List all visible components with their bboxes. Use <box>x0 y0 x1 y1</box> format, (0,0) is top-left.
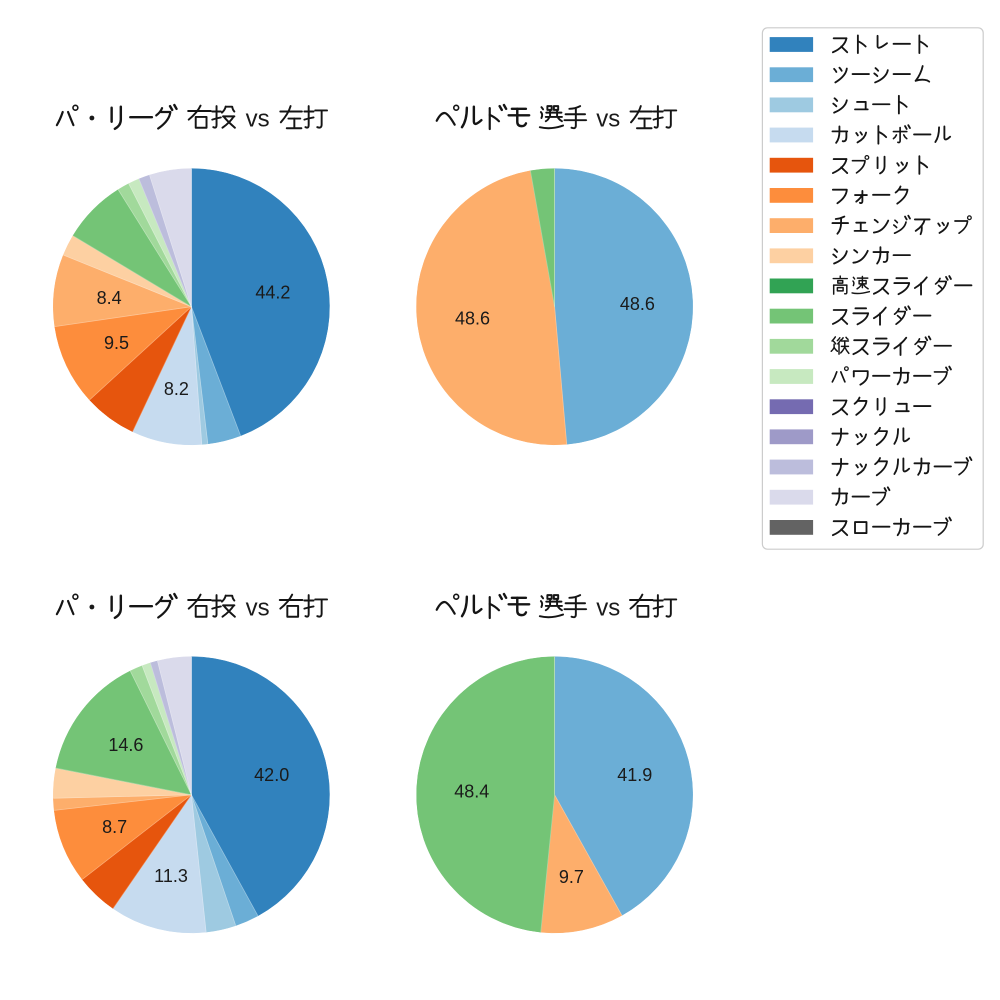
svg-text:v: v <box>596 106 608 133</box>
svg-text:14.6: 14.6 <box>108 735 143 755</box>
svg-text:9.5: 9.5 <box>104 333 129 353</box>
svg-text:44.2: 44.2 <box>255 283 290 303</box>
svg-text:41.9: 41.9 <box>617 765 652 785</box>
svg-text:v: v <box>246 595 258 622</box>
svg-text:s: s <box>258 595 270 622</box>
svg-text:9.7: 9.7 <box>559 867 584 887</box>
svg-text:48.6: 48.6 <box>455 309 490 329</box>
svg-text:v: v <box>246 106 258 133</box>
svg-text:8.2: 8.2 <box>164 379 189 399</box>
svg-text:8.4: 8.4 <box>97 288 122 308</box>
svg-text:s: s <box>608 595 620 622</box>
svg-text:v: v <box>596 595 608 622</box>
svg-text:s: s <box>608 106 620 133</box>
svg-text:11.3: 11.3 <box>154 866 188 886</box>
svg-text:42.0: 42.0 <box>254 765 289 785</box>
svg-text:48.4: 48.4 <box>454 782 489 802</box>
svg-text:8.7: 8.7 <box>102 817 127 837</box>
svg-text:48.6: 48.6 <box>620 294 655 314</box>
svg-text:s: s <box>258 106 270 133</box>
